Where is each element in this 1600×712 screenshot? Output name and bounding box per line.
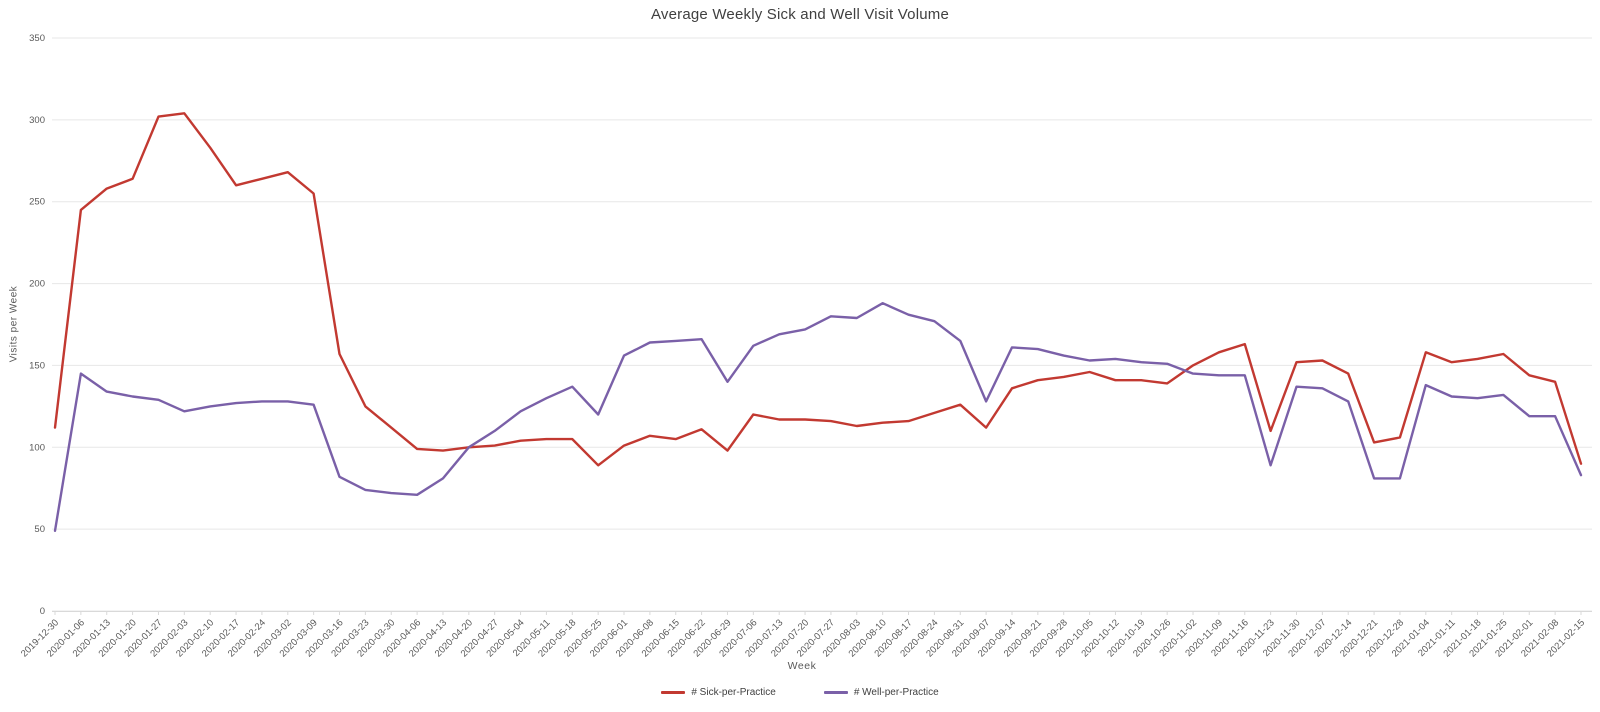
- y-tick-label: 350: [29, 33, 45, 44]
- legend-label-well: # Well-per-Practice: [853, 687, 939, 698]
- legend-item-well: # Well-per-Practice: [823, 687, 939, 698]
- x-axis-title: Week: [787, 660, 817, 672]
- series-line-well: [53, 302, 1583, 532]
- well-series-swatch: [823, 691, 848, 694]
- y-axis-title: Visits per Week: [8, 285, 20, 363]
- y-tick-label: 250: [29, 197, 45, 208]
- y-tick-label: 0: [40, 606, 45, 617]
- sick-series-swatch: [661, 691, 686, 694]
- y-tick-label: 200: [29, 279, 45, 290]
- y-tick-label: 150: [29, 360, 45, 371]
- legend-label-sick: # Sick-per-Practice: [691, 687, 776, 698]
- legend-item-sick: # Sick-per-Practice: [661, 687, 776, 698]
- y-tick-label: 300: [29, 115, 45, 126]
- chart-title: Average Weekly Sick and Well Visit Volum…: [650, 6, 950, 23]
- y-tick-label: 50: [34, 524, 45, 535]
- series-line-sick: [53, 112, 1583, 467]
- legend: # Sick-per-Practice # Well-per-Practice: [0, 687, 1600, 698]
- y-tick-label: 100: [29, 442, 45, 453]
